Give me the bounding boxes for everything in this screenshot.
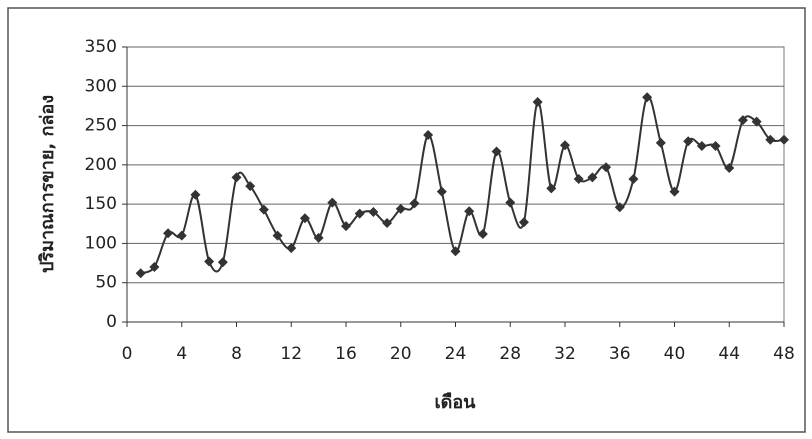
chart-frame — [7, 7, 806, 433]
point — [436, 186, 447, 197]
point — [724, 163, 735, 173]
point — [368, 207, 379, 217]
point — [341, 221, 351, 232]
point — [765, 134, 776, 145]
point — [505, 197, 516, 208]
point — [190, 189, 201, 200]
point — [135, 268, 146, 279]
point — [546, 183, 557, 194]
point — [737, 115, 748, 126]
point — [204, 256, 215, 267]
x-tick-label: 40 — [664, 344, 686, 364]
y-tick-label: 150 — [85, 194, 117, 214]
point — [409, 198, 420, 209]
point — [779, 134, 789, 145]
point — [272, 230, 283, 241]
x-tick-label: 48 — [773, 344, 795, 364]
point — [354, 208, 365, 219]
point — [655, 137, 666, 148]
point — [518, 217, 529, 228]
x-tick-label: 12 — [280, 344, 302, 364]
x-tick-label: 20 — [390, 344, 412, 364]
x-tick-label: 16 — [335, 344, 357, 364]
point — [532, 97, 543, 107]
point — [560, 140, 570, 151]
point — [683, 136, 694, 147]
point — [163, 228, 174, 239]
point — [587, 172, 598, 183]
plot-area — [126, 46, 785, 323]
x-tick-label: 36 — [609, 344, 631, 364]
point — [491, 146, 502, 157]
y-tick-label: 100 — [85, 233, 117, 253]
x-tick-label: 24 — [445, 344, 467, 364]
point — [669, 186, 680, 197]
point — [642, 92, 653, 103]
point — [231, 172, 242, 183]
y-tick-label: 300 — [85, 76, 117, 96]
x-tick-label: 0 — [122, 344, 133, 364]
point — [217, 257, 228, 268]
point — [299, 213, 310, 224]
point — [751, 116, 762, 127]
point — [382, 218, 393, 228]
x-tick-label: 4 — [176, 344, 187, 364]
point — [477, 229, 488, 239]
point — [614, 202, 625, 213]
point — [601, 162, 612, 173]
point — [450, 246, 461, 257]
point — [628, 174, 639, 184]
point — [423, 130, 434, 140]
point — [245, 181, 256, 192]
y-axis-title: ปริมาณการขาย, กล่อง — [37, 95, 58, 273]
point — [395, 203, 406, 214]
x-tick-label: 8 — [231, 344, 242, 364]
point — [149, 262, 160, 272]
x-axis-title: เดือน — [435, 392, 477, 413]
y-tick-label: 200 — [85, 155, 117, 175]
y-tick-label: 50 — [95, 273, 117, 293]
y-tick-label: 350 — [85, 37, 117, 57]
point — [710, 141, 721, 151]
point — [286, 243, 297, 254]
y-tick-label: 0 — [106, 312, 117, 332]
point — [696, 141, 707, 151]
point — [313, 232, 324, 243]
point — [327, 197, 338, 208]
x-tick-label: 28 — [499, 344, 521, 364]
point — [464, 206, 475, 217]
x-tick-label: 32 — [554, 344, 576, 364]
y-tick-label: 250 — [85, 116, 117, 136]
point — [176, 230, 187, 241]
x-tick-label: 44 — [718, 344, 740, 364]
point — [258, 204, 269, 215]
point — [573, 174, 584, 184]
